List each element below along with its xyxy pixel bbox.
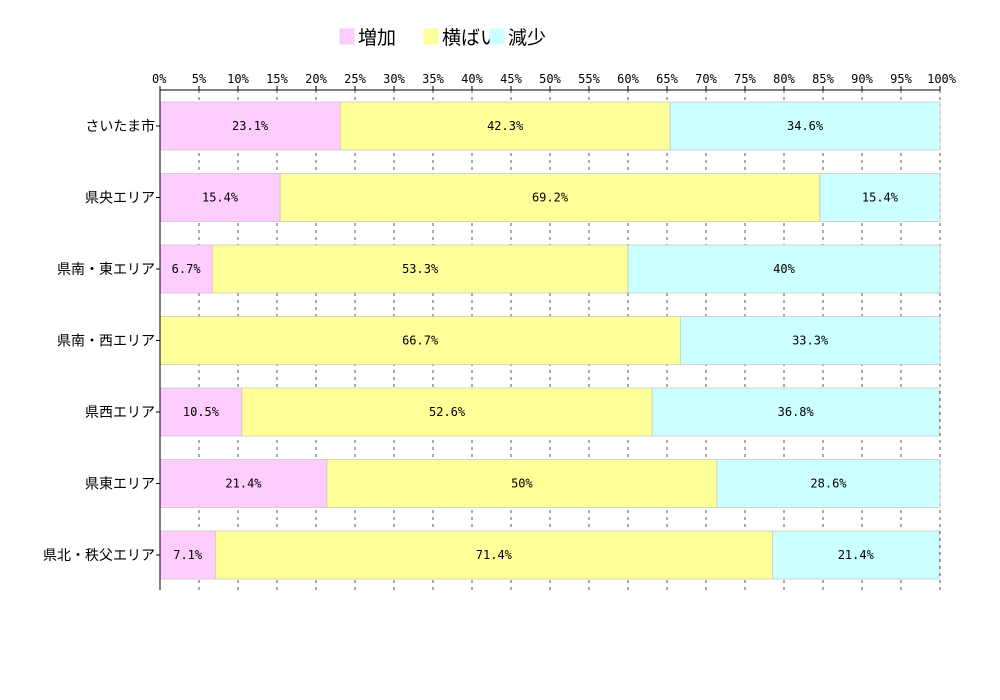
bar-segment [326, 459, 718, 508]
x-tick-label: 95% [890, 72, 912, 86]
data-label: 53.3% [402, 262, 439, 276]
legend-swatch-2 [423, 28, 439, 45]
bar-segment [679, 316, 941, 365]
category-label: さいたま市 [85, 118, 155, 135]
bar-segment [279, 173, 821, 222]
x-tick-label: 90% [851, 72, 873, 86]
x-tick-label: 10% [227, 72, 249, 86]
bar-segment [159, 316, 681, 365]
x-tick-label: 25% [344, 72, 366, 86]
category-label: 県西エリア [85, 405, 155, 421]
legend-label-1: 増加 [358, 27, 396, 49]
x-tick-label: 80% [773, 72, 795, 86]
axes [159, 89, 940, 590]
data-label: 7.1% [173, 548, 203, 562]
data-label: 66.7% [402, 334, 439, 348]
data-label: 15.4% [862, 191, 899, 205]
legend-label-2: 横ばい [442, 27, 499, 49]
data-label: 34.6% [787, 119, 824, 133]
x-tick-label: 30% [383, 72, 405, 86]
x-tick-label: 5% [192, 72, 207, 86]
data-label: 40% [773, 262, 795, 276]
data-label: 50% [511, 477, 533, 491]
legend-swatch-1 [339, 28, 355, 45]
x-tick-label: 100% [927, 72, 957, 86]
bar-segment [159, 530, 216, 580]
legend: 増加 横ばい 減少 [339, 27, 546, 49]
category-labels: さいたま市県央エリア県南・東エリア県南・西エリア県西エリア県東エリア県北・秩父エ… [43, 118, 160, 564]
x-tick-label: 60% [617, 72, 639, 86]
x-tick-label: 15% [266, 72, 288, 86]
data-label: 10.5% [183, 405, 220, 419]
data-label: 33.3% [792, 334, 829, 348]
x-tick-label: 45% [500, 72, 522, 86]
category-label: 県東エリア [85, 477, 155, 493]
x-tick-label: 70% [695, 72, 717, 86]
bar-segment [215, 530, 773, 580]
bar-segment [159, 101, 341, 151]
bar-segment [159, 387, 243, 437]
bar-segment [241, 387, 653, 437]
category-label: 県南・東エリア [57, 262, 155, 278]
x-tick-label: 35% [422, 72, 444, 86]
bar-segment [159, 244, 213, 294]
data-label: 23.1% [232, 119, 269, 133]
x-tick-label: 75% [734, 72, 756, 86]
data-label: 71.4% [476, 548, 513, 562]
x-tick-label: 20% [305, 72, 327, 86]
x-tick-label: 55% [578, 72, 600, 86]
x-tick-label: 85% [812, 72, 834, 86]
x-axis-tick-labels: 0% 5% 10% 15% 20% 25% 30% 35% 40% 45% 50% 55% 60% 65%… [152, 72, 957, 86]
category-label: 県央エリア [85, 191, 155, 207]
data-label: 6.7% [172, 262, 202, 276]
data-label: 42.3% [487, 119, 524, 133]
bar-segment [211, 244, 629, 294]
bar-segment [819, 173, 941, 222]
data-label: 28.6% [810, 477, 847, 491]
x-tick-label: 0% [152, 72, 167, 86]
bar-segment [716, 459, 941, 508]
bar-segment [771, 530, 940, 580]
data-label: 15.4% [202, 191, 239, 205]
bars: 23.1% 42.3% 34.6% 15.4% 69.2% 15.4% 6.7% 53.3% 4… [159, 101, 941, 580]
gridlines [159, 86, 941, 590]
category-label: 県南・西エリア [57, 334, 155, 350]
data-label: 69.2% [532, 191, 569, 205]
data-label: 21.4% [838, 548, 875, 562]
bar-segment [651, 387, 940, 437]
bar-segment [627, 244, 941, 294]
x-tick-label: 65% [656, 72, 678, 86]
legend-label-3: 減少 [508, 27, 546, 49]
bar-segment [669, 101, 941, 151]
x-tick-label: 50% [539, 72, 561, 86]
x-tick-label: 40% [461, 72, 483, 86]
legend-swatch-3 [489, 28, 505, 45]
bar-segment [159, 459, 328, 508]
data-label: 52.6% [429, 405, 466, 419]
data-label: 36.8% [778, 405, 815, 419]
data-label: 21.4% [225, 477, 262, 491]
category-label: 県北・秩父エリア [43, 548, 155, 564]
